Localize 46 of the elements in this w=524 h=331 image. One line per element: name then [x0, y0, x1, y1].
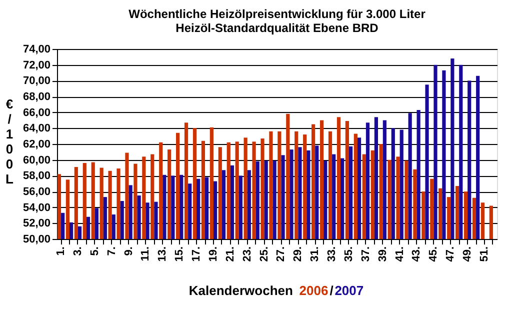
x-tick-label: 11. [140, 246, 152, 262]
text: 2006 [299, 283, 328, 298]
x-tick-label: 1. [55, 246, 68, 256]
x-tick-label: 13. [156, 246, 169, 262]
y-tick-label: 50,00 [22, 234, 50, 246]
y-tick-label: 70,00 [22, 75, 50, 88]
x-tick-label: 19. [207, 246, 220, 262]
y-tick-label: 56,00 [22, 186, 50, 198]
y-tick-label: 62,00 [22, 138, 50, 150]
y-tick-label: 66,00 [22, 106, 50, 119]
text: Wöchentliche Heizölpreisentwicklung für 3.000 Liter [128, 7, 426, 21]
x-tick-label: 51. [478, 246, 491, 262]
y-axis-title: €/100L [6, 96, 14, 186]
y-tick-label: 58,00 [22, 170, 50, 182]
y-tick-label: 60,00 [22, 154, 50, 166]
x-tick-label: 39. [376, 246, 389, 262]
x-tick-label: 7. [106, 246, 118, 256]
text: 2007 [334, 283, 364, 298]
x-tick-label: 35. [342, 246, 355, 262]
y-tick-label: 64,00 [22, 122, 50, 135]
x-tick-label: 31. [309, 246, 322, 262]
x-tick-label: 23. [241, 246, 254, 262]
x-tick-label: 25. [258, 246, 270, 262]
y-tick-label: 74,00 [22, 44, 50, 56]
x-tick-label: 5. [88, 246, 101, 256]
x-tick-label: 41. [394, 246, 406, 262]
x-tick-label: 33. [326, 246, 338, 262]
x-tick-label: 37. [360, 246, 372, 262]
y-tick-label: 72,00 [22, 59, 50, 72]
x-tick-label: 47. [444, 246, 457, 262]
x-axis-title: Kalenderwochen [188, 283, 293, 298]
x-tick-label: 49. [462, 246, 474, 262]
text: / [330, 283, 334, 298]
x-tick-label: 21. [224, 246, 236, 262]
y-tick-label: 68,00 [22, 91, 50, 103]
x-tick-label: 29. [292, 246, 304, 262]
y-tick-label: 52,00 [22, 218, 50, 230]
x-tick-label: 43. [410, 246, 423, 262]
x-tick-label: 3. [72, 246, 84, 256]
text: Heizöl-Standardqualität Ebene BRD [176, 21, 378, 35]
x-tick-label: 15. [174, 246, 186, 262]
x-tick-label: 9. [122, 246, 135, 256]
x-tick-label: 45. [428, 246, 440, 262]
y-tick-label: 54,00 [22, 202, 50, 214]
x-tick-label: 17. [190, 246, 203, 262]
x-tick-label: 27. [275, 246, 288, 262]
